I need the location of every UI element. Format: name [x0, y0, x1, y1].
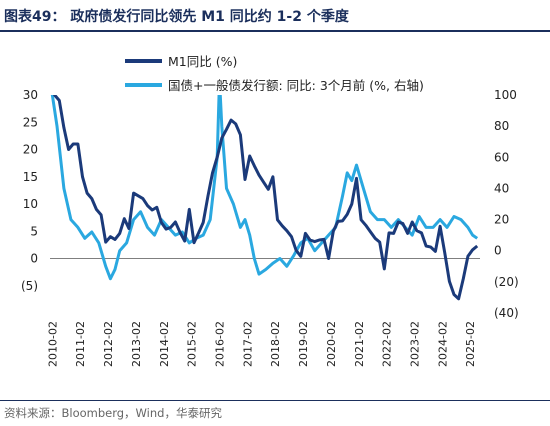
source-note: 资料来源：Bloomberg，Wind，华泰研究	[4, 406, 222, 420]
title-bar: 图表49： 政府债发行同比领先 M1 同比约 1-2 个季度	[0, 0, 550, 30]
footer-divider	[0, 400, 550, 401]
right-axis-tick-label: 80	[494, 119, 509, 133]
title-divider	[0, 30, 550, 32]
x-axis-tick-label: 2025-02	[464, 321, 477, 367]
right-axis-tick-label: 20	[494, 213, 509, 227]
right-axis-tick-label: (20)	[494, 275, 519, 289]
left-axis-tick-label: 10	[23, 197, 38, 211]
bond-issuance-series-line	[50, 95, 479, 281]
m1-series-line	[53, 95, 479, 301]
right-axis-tick-label: (40)	[494, 306, 519, 320]
right-axis-tick-label: 100	[494, 88, 517, 102]
x-axis-tick-label: 2012-02	[102, 321, 115, 367]
left-axis-tick-label: 5	[30, 224, 38, 238]
right-axis-tick-label: 0	[494, 244, 502, 258]
x-axis-tick-label: 2019-02	[297, 321, 310, 367]
left-axis-tick-label: 25	[23, 115, 38, 129]
axes-layer: 30 25 20 15 10 5 0 (5) 100 80 60 40 20 0 (20) (40) 2010-…	[21, 88, 519, 367]
line-chart: 30 25 20 15 10 5 0 (5) 100 80 60 40 20 0 (20) (40) 2010-…	[21, 54, 519, 367]
x-axis-tick-label: 2017-02	[241, 321, 254, 367]
left-axis-tick-label: 20	[23, 143, 38, 157]
left-axis-tick-label: 15	[23, 170, 38, 184]
x-axis-tick-label: 2018-02	[269, 321, 282, 367]
left-axis-tick-label: 30	[23, 88, 38, 102]
legend-label: M1同比 (%)	[168, 54, 237, 69]
figure-title: 图表49： 政府债发行同比领先 M1 同比约 1-2 个季度	[4, 9, 349, 25]
legend: M1同比 (%) 国债+一般债发行额: 同比: 3个月前 (%, 右轴)	[125, 54, 424, 93]
x-axis-tick-label: 2022-02	[381, 321, 394, 367]
x-axis-tick-label: 2020-02	[325, 321, 338, 367]
left-axis-tick-label: 0	[30, 252, 38, 266]
x-axis-tick-label: 2023-02	[409, 321, 422, 367]
left-axis-tick-label: (5)	[21, 279, 38, 293]
legend-label: 国债+一般债发行额: 同比: 3个月前 (%, 右轴)	[168, 78, 424, 93]
x-axis-tick-label: 2021-02	[353, 321, 366, 367]
series-layer	[50, 95, 479, 301]
right-axis-tick-label: 60	[494, 150, 509, 164]
x-axis-tick-label: 2024-02	[436, 321, 449, 367]
right-axis-tick-label: 40	[494, 181, 509, 195]
x-axis-tick-label: 2014-02	[158, 321, 171, 367]
x-axis-tick-label: 2011-02	[74, 321, 87, 367]
x-axis-tick-label: 2015-02	[186, 321, 199, 367]
x-axis-tick-label: 2010-02	[46, 321, 59, 367]
x-axis-tick-label: 2016-02	[213, 321, 226, 367]
x-axis-tick-label: 2013-02	[130, 321, 143, 367]
